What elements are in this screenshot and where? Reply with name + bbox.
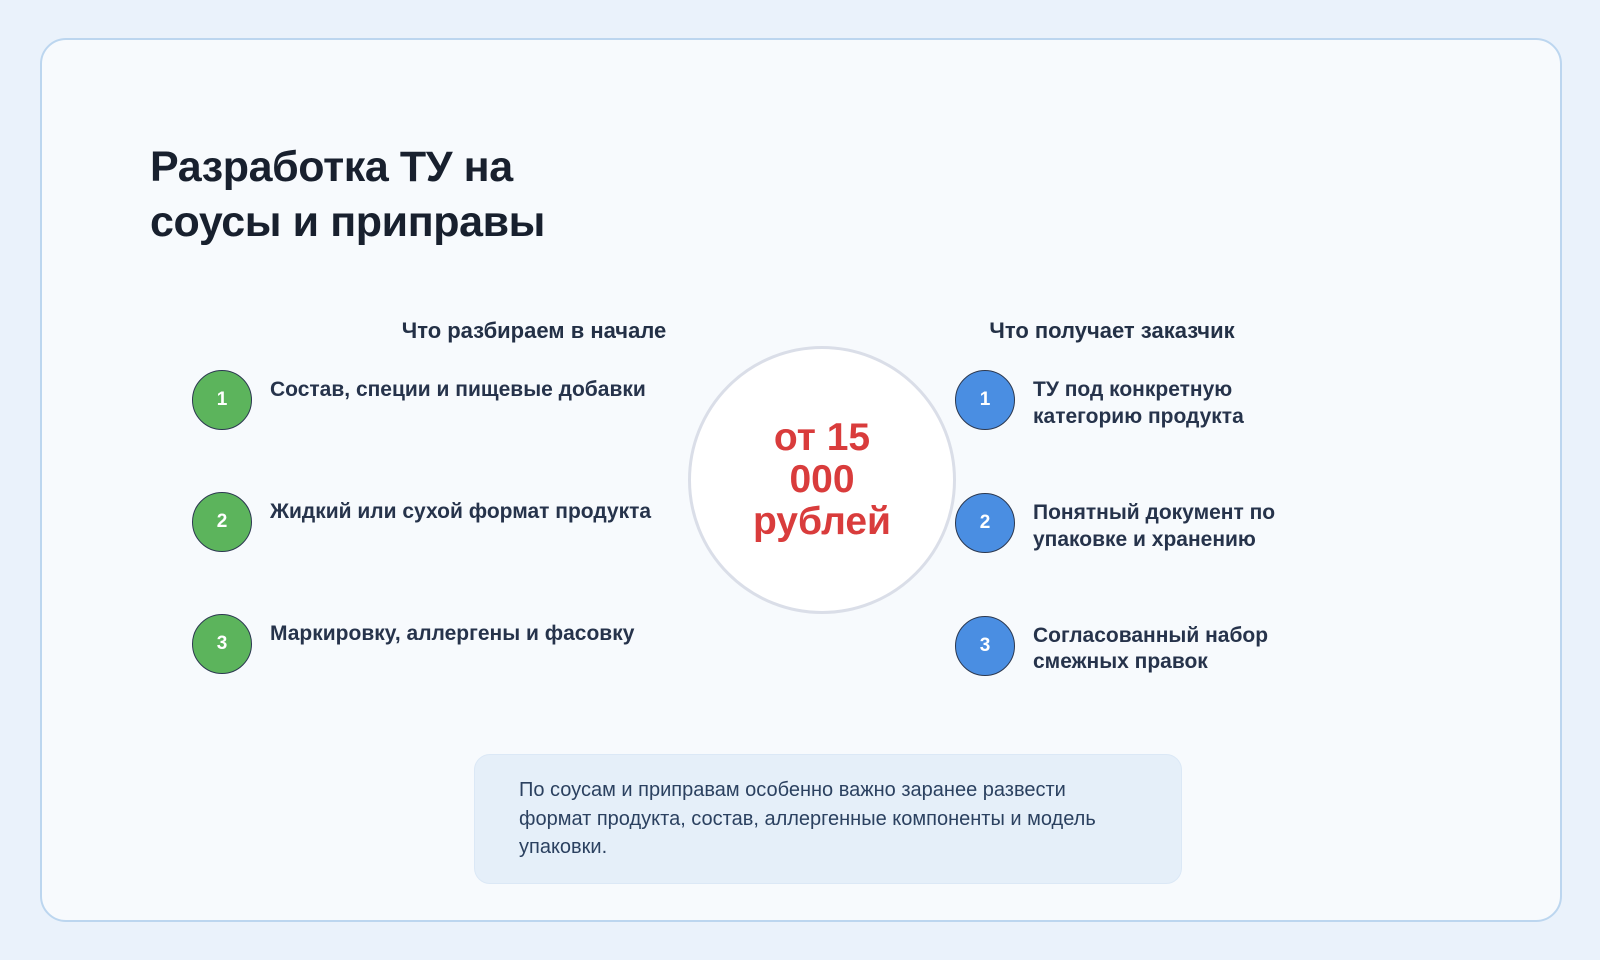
note-text: По соусам и приправам особенно важно зар…	[519, 779, 1096, 859]
list-item: 2 Понятный документ по упаковке и хранен…	[955, 492, 1345, 554]
list-item-label: Жидкий или сухой формат продукта	[270, 500, 652, 523]
list-item: 1 Состав, специи и пищевые добавки	[192, 370, 662, 430]
left-column-header: Что разбираем в начале	[401, 318, 667, 343]
list-item-label: Понятный документ по упаковке и хранению	[1033, 500, 1276, 551]
step-number-badge: 2	[192, 492, 252, 552]
step-number-badge: 1	[192, 370, 252, 430]
list-item: 1 ТУ под конкретную категорию продукта	[955, 370, 1345, 431]
price-label: от 15 000 рублей	[752, 415, 892, 544]
list-item-label: ТУ под конкретную категорию продукта	[1033, 378, 1244, 428]
left-column-list: 1 Состав, специи и пищевые добавки 2 Жид…	[192, 370, 662, 674]
step-number-badge: 3	[955, 615, 1015, 676]
note-box: По соусам и приправам особенно важно зар…	[474, 754, 1182, 884]
list-item-label: Состав, специи и пищевые добавки	[270, 378, 646, 401]
list-item-label: Согласованный набор смежных правок	[1033, 623, 1269, 674]
step-number-badge: 1	[955, 370, 1015, 430]
page-title: Разработка ТУ на соусы и приправы	[150, 143, 546, 247]
list-item: 3 Согласованный набор смежных правок	[955, 615, 1345, 677]
step-number-badge: 3	[192, 614, 252, 674]
right-column-list: 1 ТУ под конкретную категорию продукта 2…	[955, 370, 1345, 676]
price-circle: от 15 000 рублей	[688, 346, 956, 614]
step-number-badge: 2	[955, 492, 1015, 553]
list-item-label: Маркировку, аллергены и фасовку	[270, 622, 635, 645]
list-item: 2 Жидкий или сухой формат продукта	[192, 492, 662, 552]
right-column-header: Что получает заказчик	[989, 318, 1235, 343]
list-item: 3 Маркировку, аллергены и фасовку	[192, 614, 662, 674]
main-card: Разработка ТУ на соусы и приправы Что ра…	[40, 38, 1562, 922]
